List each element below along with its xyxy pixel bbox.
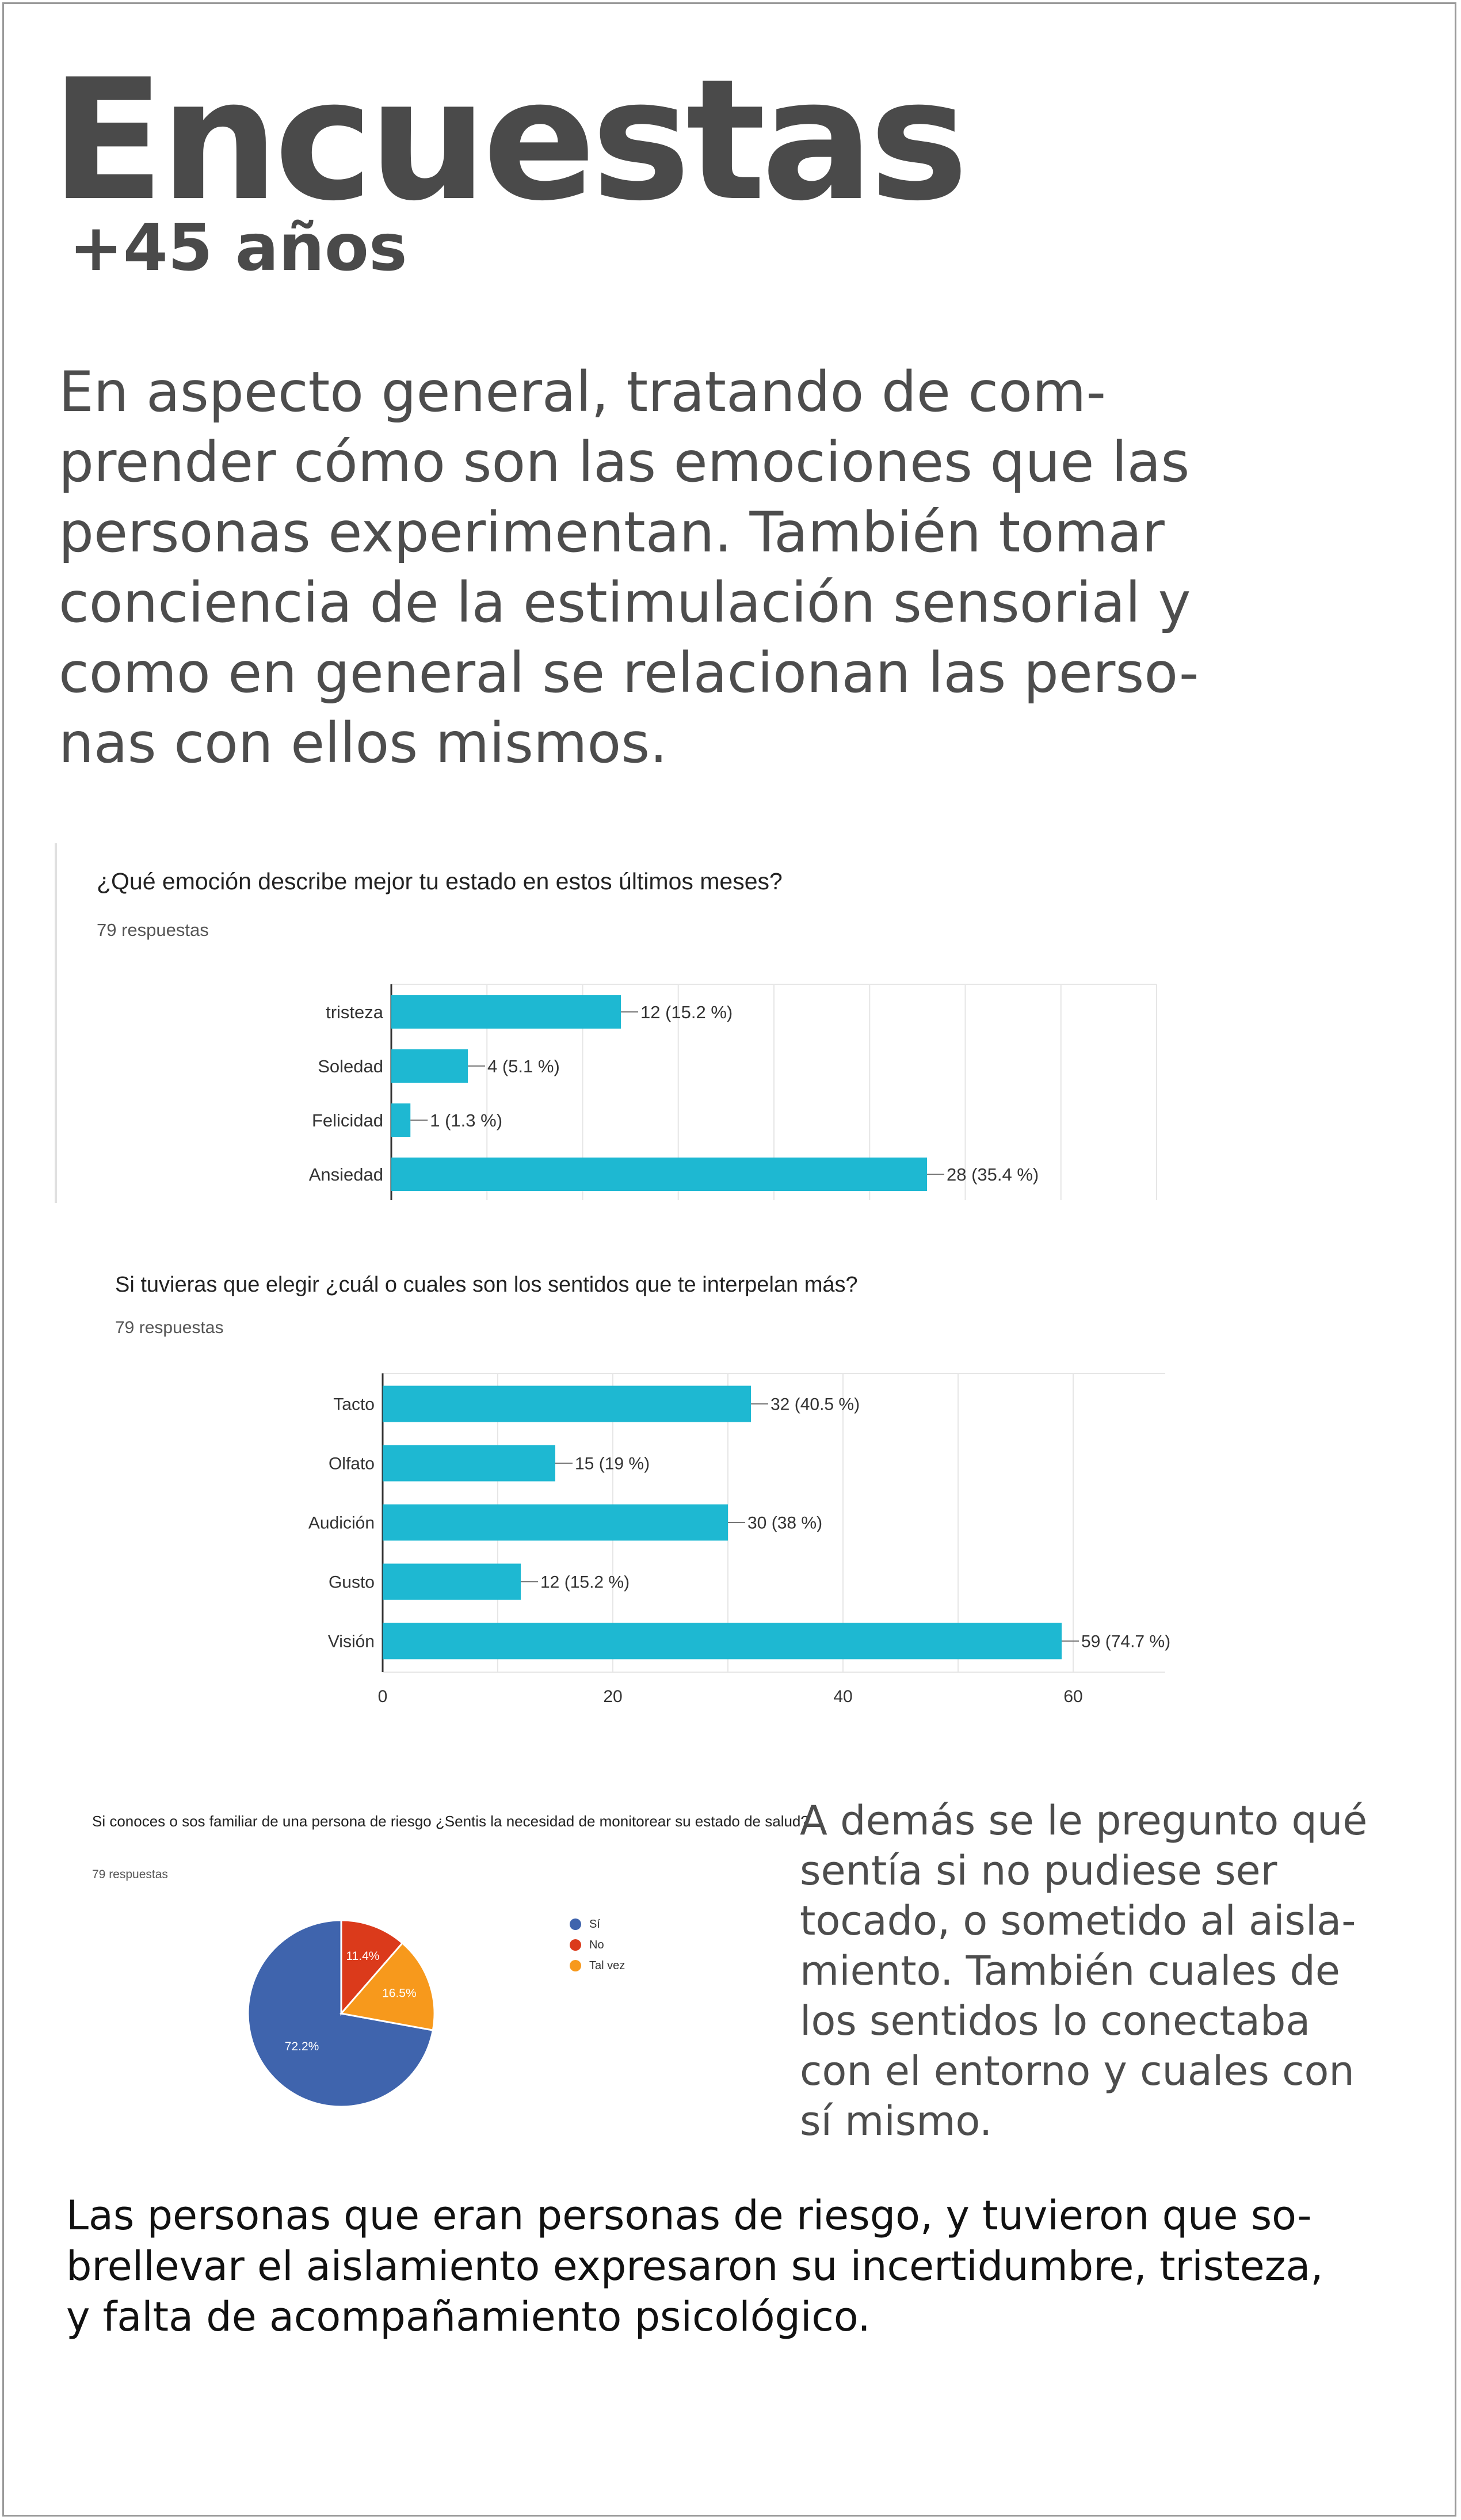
chart2-bar-visión — [383, 1623, 1062, 1659]
chart1-title: ¿Qué emoción describe mejor tu estado en… — [97, 868, 783, 894]
pie-label-no: 11.4% — [346, 1950, 379, 1963]
chart3-legend: Sí No Tal vez — [570, 1914, 625, 1976]
chart1-category-label: Ansiedad — [309, 1164, 383, 1185]
chart2-category-label: Audición — [308, 1514, 375, 1533]
chart1-bar-tristeza — [391, 995, 621, 1029]
chart3-responses: 79 respuestas — [92, 1868, 168, 1881]
intro-paragraph: En aspecto general, tratando de com- pre… — [59, 360, 1199, 775]
chart1-category-label: tristeza — [326, 1002, 384, 1022]
chart2-data-label: 59 (74.7 %) — [1081, 1632, 1170, 1651]
chart2-responses: 79 respuestas — [115, 1318, 224, 1337]
legend-dot-tal-vez — [570, 1960, 581, 1971]
chart2-x-tick-label: 20 — [603, 1687, 622, 1706]
chart2-bar-audición — [383, 1504, 728, 1541]
chart1-data-label: 28 (35.4 %) — [947, 1164, 1039, 1185]
legend-label-no: No — [589, 1938, 604, 1951]
chart1-category-label: Felicidad — [312, 1110, 383, 1130]
chart2-data-label: 15 (19 %) — [575, 1455, 650, 1474]
chart2-data-label: 30 (38 %) — [747, 1514, 822, 1533]
chart3-title: Si conoces o sos familiar de una persona… — [92, 1813, 809, 1830]
chart2-x-tick-label: 0 — [378, 1687, 388, 1706]
legend-item-tal-vez: Tal vez — [570, 1955, 625, 1976]
chart1-bar-ansiedad — [391, 1158, 927, 1191]
chart1-frame-edge — [55, 843, 57, 1203]
chart1-category-label: Soledad — [318, 1056, 383, 1076]
chart2-x-tick-label: 40 — [833, 1687, 852, 1706]
pie-slice-tal-vez — [339, 1942, 436, 2031]
legend-item-si: Sí — [570, 1914, 625, 1935]
chart1-data-label: 1 (1.3 %) — [430, 1110, 502, 1130]
chart1-data-label: 4 (5.1 %) — [487, 1056, 560, 1076]
chart2-category-label: Gusto — [329, 1573, 375, 1592]
pie-label-si: 72.2% — [285, 2040, 319, 2053]
legend-label-si: Sí — [589, 1917, 600, 1931]
chart1-bar-felicidad — [391, 1103, 411, 1137]
chart2-category-label: Tacto — [333, 1395, 375, 1414]
chart1-bar-soledad — [391, 1049, 468, 1083]
chart2-bar-tacto — [383, 1385, 751, 1422]
conclusion-paragraph: Las personas que eran personas de riesgo… — [66, 2192, 1323, 2340]
legend-label-tal-vez: Tal vez — [589, 1959, 625, 1972]
pie-slice-no — [340, 1919, 404, 2016]
chart2-x-tick-label: 60 — [1063, 1687, 1082, 1706]
legend-item-no: No — [570, 1935, 625, 1955]
pie-label-tal-vez: 16.5% — [382, 1987, 417, 2000]
chart1-responses: 79 respuestas — [97, 920, 209, 940]
chart2-bar-olfato — [383, 1445, 555, 1482]
legend-dot-si — [570, 1918, 581, 1930]
chart2-category-label: Visión — [328, 1632, 375, 1651]
page-subtitle: +45 años — [69, 211, 407, 286]
chart1-data-label: 12 (15.2 %) — [640, 1002, 733, 1022]
chart2-data-label: 12 (15.2 %) — [540, 1573, 630, 1592]
chart2-title: Si tuvieras que elegir ¿cuál o cuales so… — [115, 1273, 858, 1297]
chart2-data-label: 32 (40.5 %) — [770, 1395, 860, 1414]
legend-dot-no — [570, 1939, 581, 1951]
chart2-category-label: Olfato — [329, 1455, 375, 1474]
side-paragraph: A demás se le pregunto qué sentía si no … — [800, 1797, 1368, 2145]
chart2-bar-gusto — [383, 1563, 521, 1600]
page-title: Encuestas — [51, 44, 968, 238]
